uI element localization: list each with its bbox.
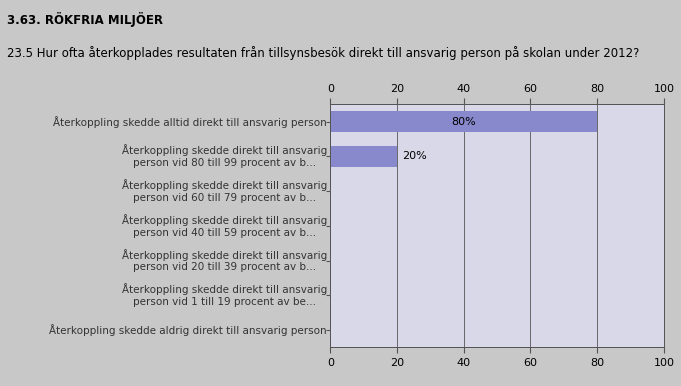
Text: Återkoppling skedde direkt till ansvarig
person vid 80 till 99 procent av b...: Återkoppling skedde direkt till ansvarig… [122,145,327,168]
Text: 20%: 20% [402,151,427,161]
Text: 80%: 80% [452,117,476,127]
Bar [330,146,397,167]
Text: Återkoppling skedde direkt till ansvarig
person vid 20 till 39 procent av b...: Återkoppling skedde direkt till ansvarig… [122,249,327,272]
Bar [330,111,597,132]
Text: 3.63. RÖKFRIA MILJÖER: 3.63. RÖKFRIA MILJÖER [7,12,163,27]
Text: Återkoppling skedde alltid direkt till ansvarig person: Återkoppling skedde alltid direkt till a… [53,116,327,127]
Text: Återkoppling skedde aldrig direkt till ansvarig person: Återkoppling skedde aldrig direkt till a… [49,324,327,336]
Text: Återkoppling skedde direkt till ansvarig
person vid 40 till 59 procent av b...: Återkoppling skedde direkt till ansvarig… [122,214,327,237]
Text: 23.5 Hur ofta återkopplades resultaten från tillsynsbesök direkt till ansvarig p: 23.5 Hur ofta återkopplades resultaten f… [7,46,639,60]
Text: Återkoppling skedde direkt till ansvarig
person vid 60 till 79 procent av b...: Återkoppling skedde direkt till ansvarig… [122,179,327,203]
Text: Återkoppling skedde direkt till ansvarig
person vid 1 till 19 procent av be...: Återkoppling skedde direkt till ansvarig… [122,284,327,307]
